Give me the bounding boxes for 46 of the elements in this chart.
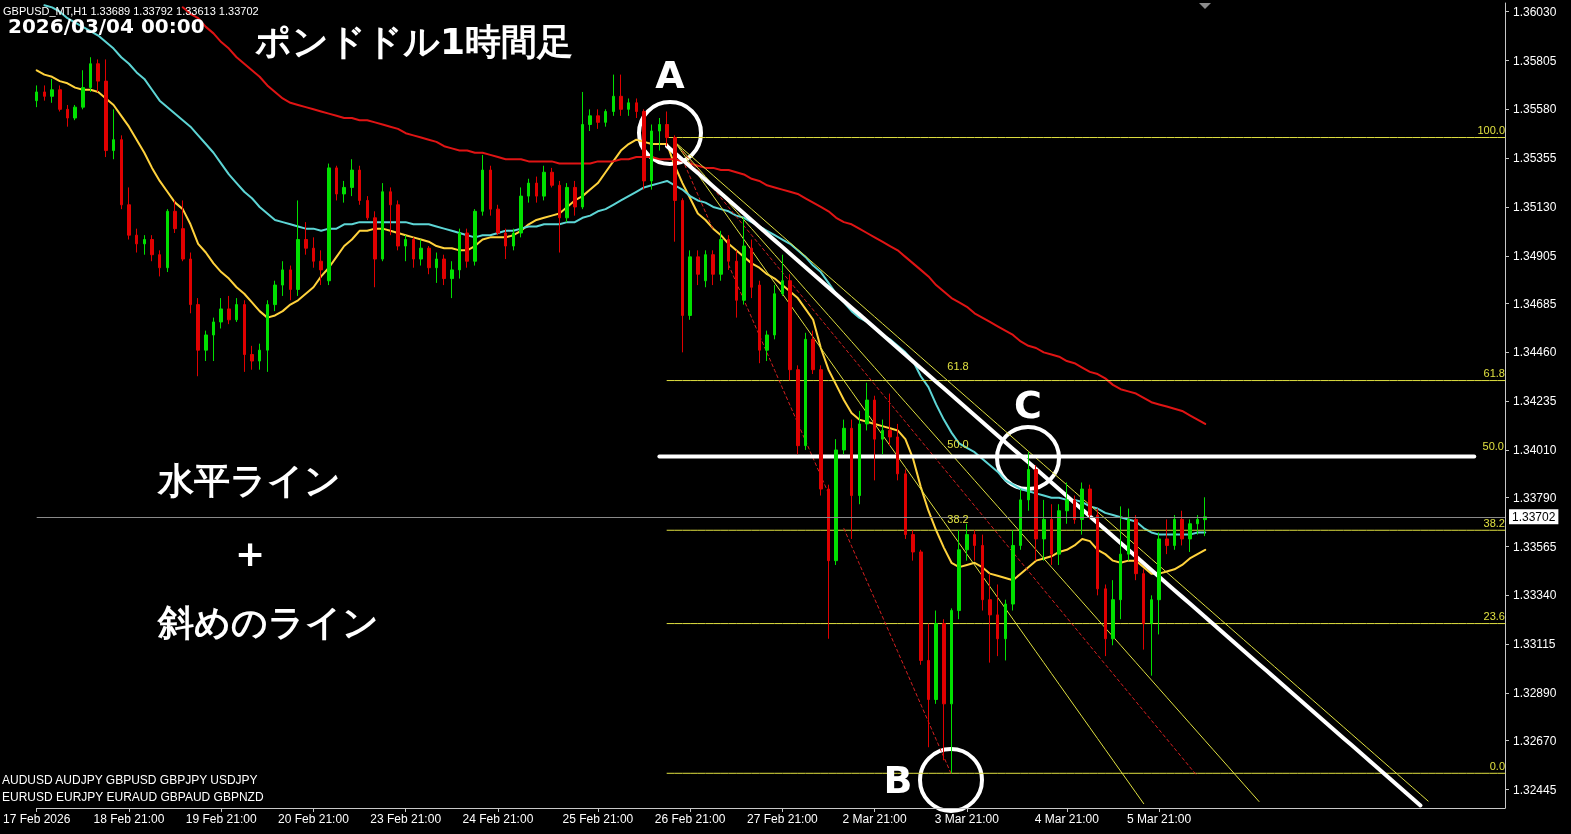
annotation: 斜めのライン bbox=[156, 601, 379, 643]
y-tick-label: 1.34010 bbox=[1513, 442, 1557, 457]
x-tick-label: 27 Feb 21:00 bbox=[747, 812, 819, 826]
y-tick-label: 1.35355 bbox=[1513, 151, 1557, 166]
x-tick-label: 2 Mar 21:00 bbox=[842, 812, 907, 826]
annotation: + bbox=[234, 532, 266, 574]
annotation: EURUSD EURJPY EURAUD GBPAUD GBPNZD bbox=[2, 790, 264, 804]
x-tick-label: 23 Feb 21:00 bbox=[370, 812, 442, 826]
x-tick-label: 4 Mar 21:00 bbox=[1034, 812, 1100, 826]
annotation: AUDUSD AUDJPY GBPUSD GBPJPY USDJPY bbox=[2, 773, 258, 787]
y-tick-label: 1.35580 bbox=[1513, 102, 1557, 117]
series-label: 61.8 bbox=[1483, 367, 1505, 380]
series-label: 23.6 bbox=[1483, 610, 1505, 623]
y-tick-label: 1.32445 bbox=[1513, 782, 1557, 797]
x-tick-label: 19 Feb 21:00 bbox=[185, 812, 257, 826]
x-tick-label: 20 Feb 21:00 bbox=[278, 812, 350, 826]
y-tick-label: 1.34685 bbox=[1513, 296, 1557, 311]
y-tick-label: 1.35805 bbox=[1513, 53, 1557, 68]
y-tick-label: 1.33790 bbox=[1513, 490, 1557, 505]
annotation: 61.8 bbox=[947, 360, 969, 372]
y-tick-label: 1.33340 bbox=[1513, 588, 1557, 603]
series-label: 38.2 bbox=[1483, 516, 1505, 529]
y-tick-label: 1.33565 bbox=[1513, 539, 1557, 554]
x-tick-label: 25 Feb 21:00 bbox=[562, 812, 634, 826]
y-tick-label: 1.35130 bbox=[1513, 199, 1557, 214]
annotation: 水平ライン bbox=[157, 459, 341, 501]
y-tick-label: 1.34460 bbox=[1513, 345, 1557, 360]
x-tick-label: 18 Feb 21:00 bbox=[93, 812, 165, 826]
y-tick-label: 1.36030 bbox=[1513, 4, 1557, 19]
y-tick-label: 1.32670 bbox=[1513, 733, 1557, 748]
annotation: A bbox=[655, 53, 686, 97]
x-tick-label: 26 Feb 21:00 bbox=[654, 812, 726, 826]
y-tick-label: 1.32890 bbox=[1513, 686, 1557, 700]
annotation: C bbox=[1014, 383, 1042, 427]
text: ポンドドル1時間足 bbox=[255, 20, 574, 62]
x-tick-label: 3 Mar 21:00 bbox=[934, 812, 1000, 826]
x-tick-label: 5 Mar 21:00 bbox=[1127, 812, 1192, 826]
ref-line-label: 1.33702 bbox=[1512, 509, 1556, 524]
x-tick-label: 17 Feb 2026 bbox=[3, 812, 71, 826]
annotation: 50.0 bbox=[1482, 440, 1504, 452]
series-label: 100.0 bbox=[1477, 124, 1505, 137]
y-tick-label: 1.33115 bbox=[1513, 637, 1556, 652]
x-tick-label: 24 Feb 21:00 bbox=[462, 812, 534, 826]
y-tick-label: 1.34905 bbox=[1513, 248, 1557, 263]
series-label: 0.0 bbox=[1489, 759, 1505, 772]
y-tick-label: 1.34235 bbox=[1513, 394, 1557, 409]
